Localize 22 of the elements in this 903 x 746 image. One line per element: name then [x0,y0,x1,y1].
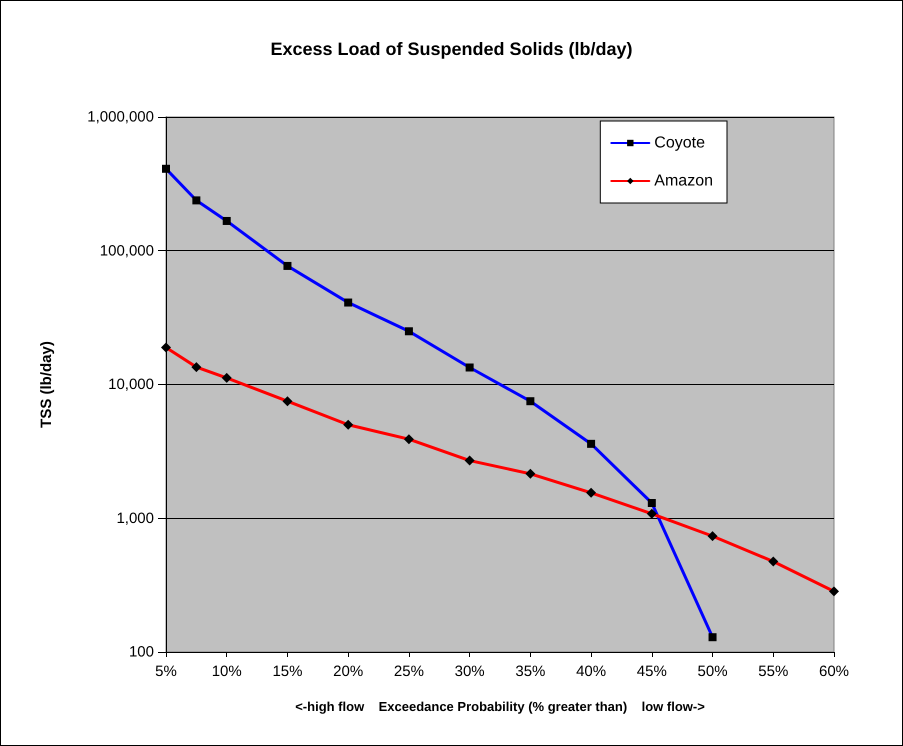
y-tick-label: 1,000,000 [87,108,154,126]
y-tick-label: 100 [128,644,154,660]
x-tick-label: 55% [758,663,788,680]
x-tick-label: 15% [272,663,302,680]
y-tick-label: 10,000 [108,376,154,393]
x-tick-label: 25% [394,663,424,680]
x-tick-label: 35% [515,663,546,680]
chart-title: Excess Load of Suspended Solids (lb/day) [270,39,633,59]
x-tick-label: 30% [454,663,485,680]
x-tick-label: 45% [636,663,667,680]
x-tick-label: 50% [698,663,728,680]
x-tick-label: 5% [155,663,177,680]
x-axis-title: <-high flow Exceedance Probability (% greater than) low flow-> [295,699,706,714]
x-tick-label: 60% [818,663,850,680]
x-tick-label: 10% [212,663,242,680]
y-axis-title: TSS (lb/day) [38,341,55,428]
legend-label: Amazon [654,172,714,190]
y-tick-label: 1,000 [116,510,154,527]
legend-label: Coyote [654,134,706,152]
x-tick-label: 20% [333,663,364,680]
x-tick-label: 40% [576,663,606,680]
y-tick-label: 100,000 [100,242,154,260]
